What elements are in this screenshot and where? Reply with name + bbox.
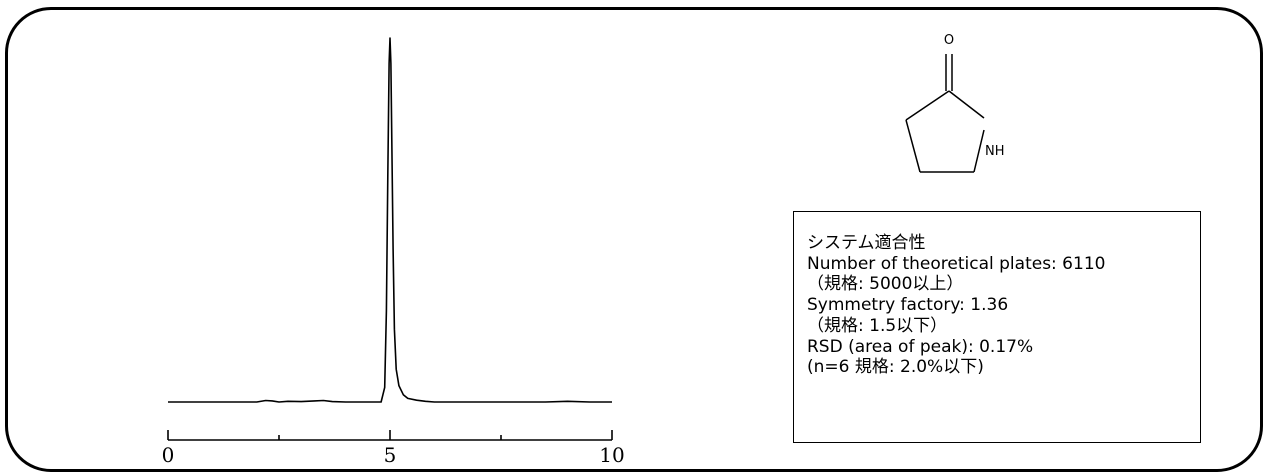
system-suitability-box: システム適合性 Number of theoretical plates: 611…: [793, 211, 1201, 443]
rsd-line: RSD (area of peak): 0.17%: [807, 336, 1034, 357]
oxygen-label: O: [944, 33, 954, 48]
x-tick-label: 0: [162, 443, 175, 467]
plot-area: 0 5 10: [162, 37, 625, 467]
chromatogram-trace-0: [168, 37, 612, 403]
x-tick-label: 5: [384, 443, 397, 467]
info-title: システム適合性: [807, 233, 926, 253]
plates-spec-line: （規格: 5000以上）: [807, 274, 964, 295]
ring-bonds: [905, 54, 985, 173]
symmetry-factor-line: Symmetry factory: 1.36: [807, 295, 1009, 316]
nitrogen-label: NH: [985, 144, 1005, 159]
bond-n-c: [973, 129, 985, 173]
rsd-spec-line: (n=6 規格: 2.0%以下): [807, 357, 984, 378]
theoretical-plates-line: Number of theoretical plates: 6110: [807, 253, 1106, 274]
x-tick-label: 10: [599, 443, 624, 467]
symmetry-spec-line: （規格: 1.5以下）: [807, 315, 948, 336]
bond-c-c-left: [905, 119, 921, 173]
bond-c-c-top: [905, 90, 950, 121]
bond-c-n: [948, 90, 985, 119]
system-suitability-text: システム適合性 Number of theoretical plates: 611…: [807, 233, 1105, 378]
pyrrolidone-structure: O NH: [905, 33, 1005, 173]
